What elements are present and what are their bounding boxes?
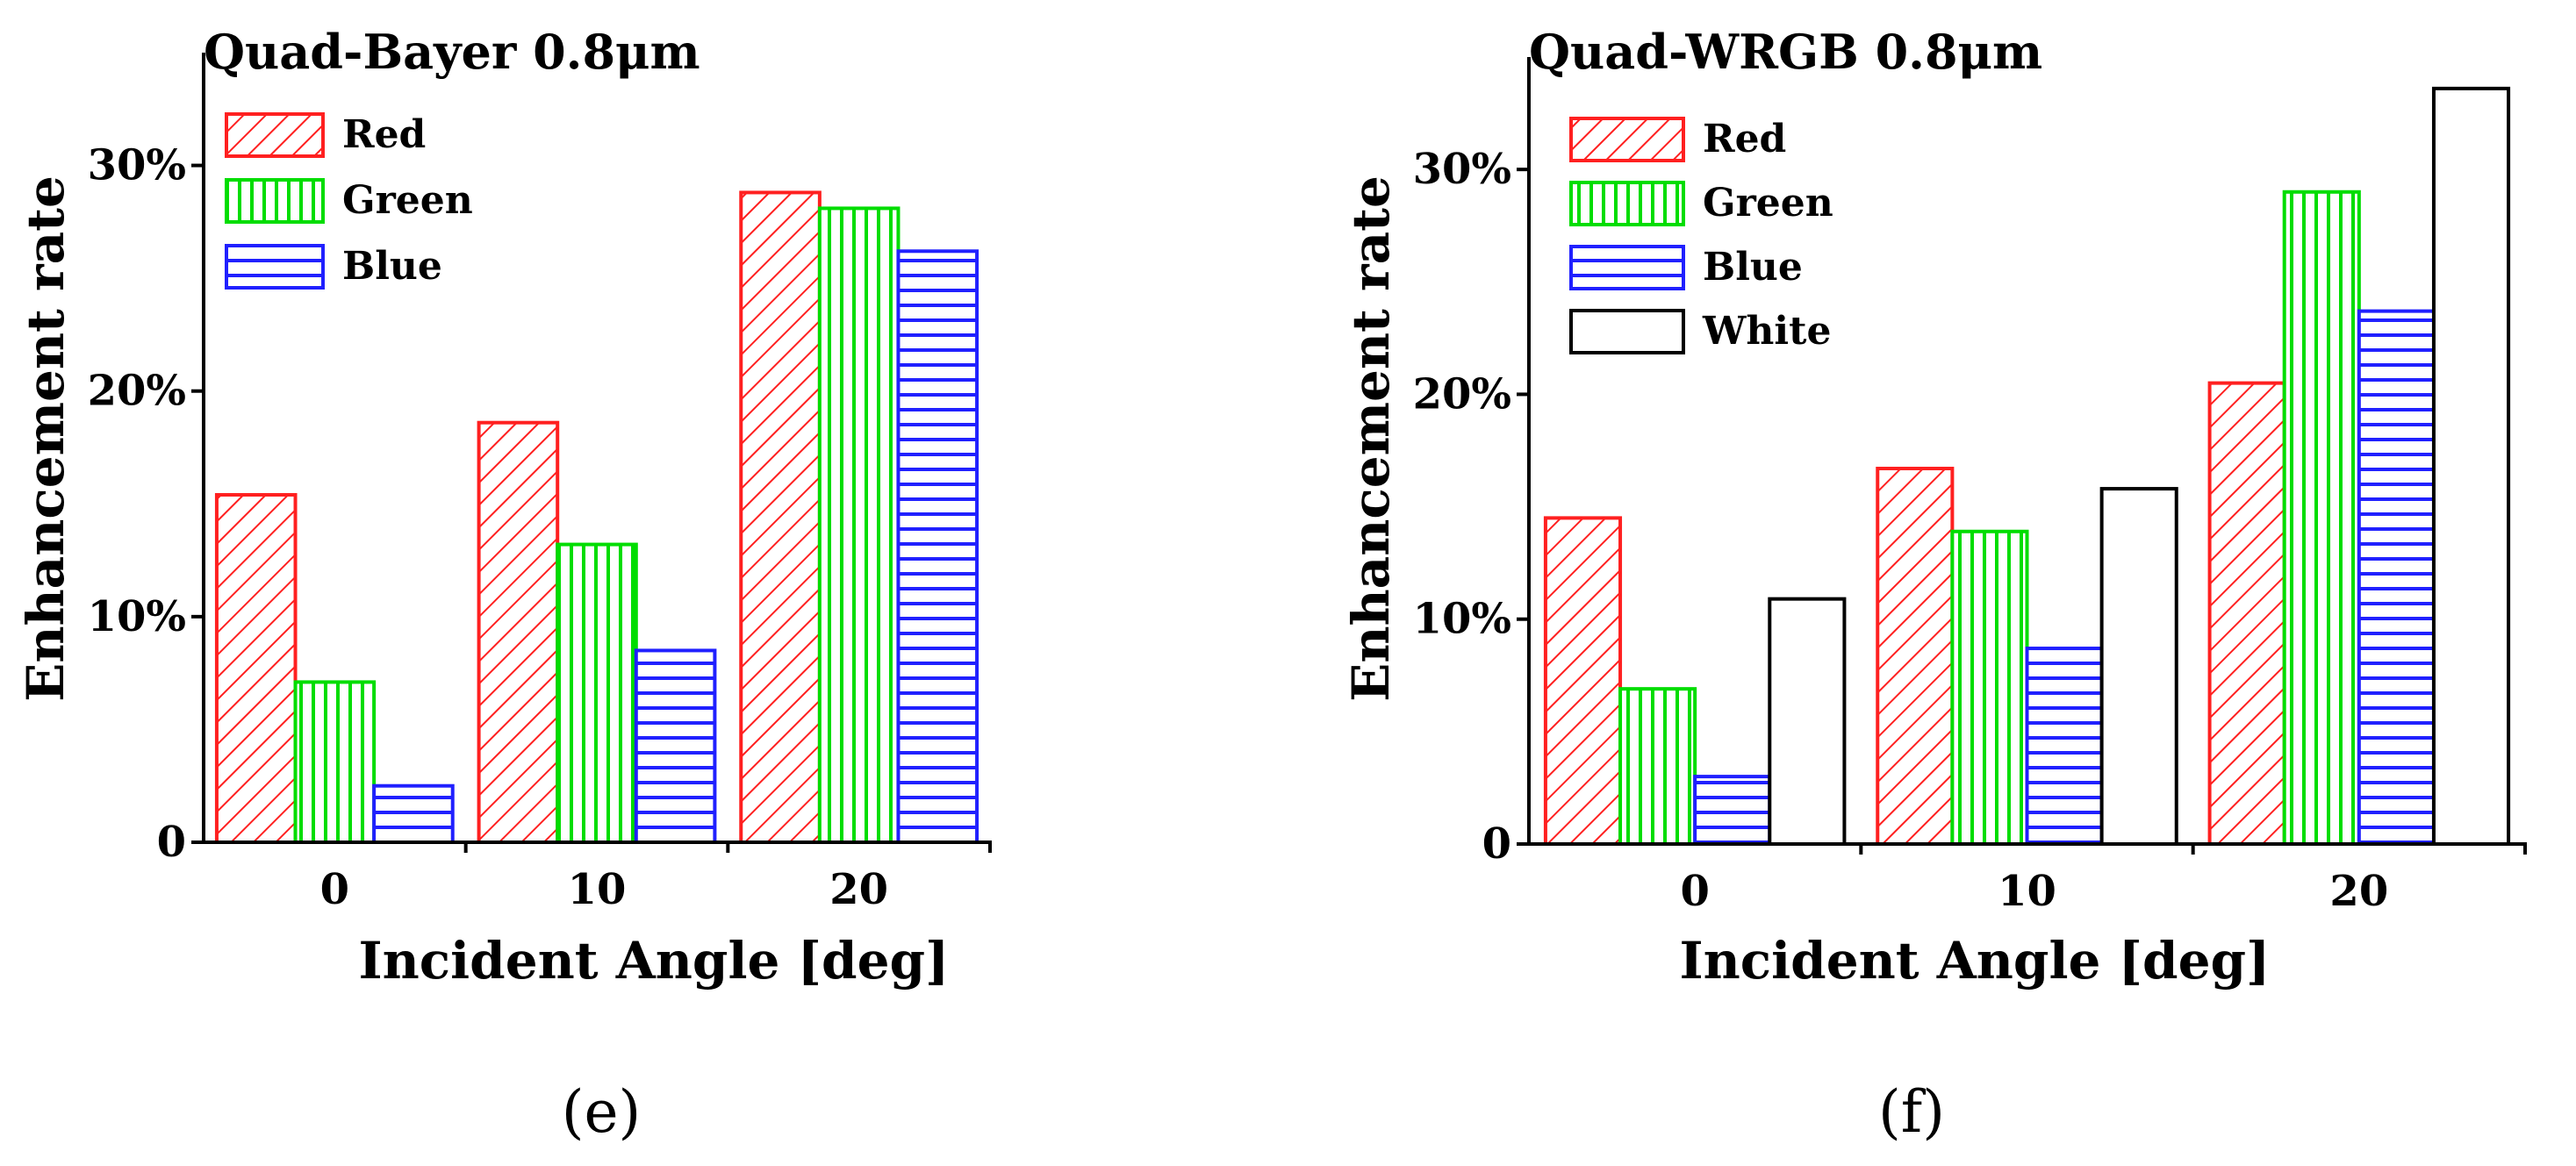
y-tick-label: 20% [88,367,186,416]
legend-swatch-green [1569,181,1685,226]
axes: 0 10% 20% 30% 0 10 20 [1413,57,2527,916]
legend: Red Green Blue White [1569,117,1833,354]
bar-red-20 [2207,381,2286,847]
chart-panel-quad-bayer: Quad-Bayer 0.8μm Enhancement rate Incide… [16,24,992,1146]
y-tick-label: 10% [88,592,186,641]
legend-label-green: Green [342,178,473,223]
bar-green-10 [556,542,638,844]
chart-panel-quad-wrgb: Quad-WRGB 0.8μm Enhancement rate Inciden… [1341,24,2527,1146]
x-tick-label: 0 [1680,867,1709,916]
legend-swatch-blue [1569,245,1685,290]
bar-blue-10 [2025,647,2104,846]
y-tick-label: 0 [1482,819,1511,869]
legend: Red Green Blue [225,112,473,290]
legend-label-blue: Blue [1703,245,1803,290]
bar-green-0 [293,680,377,845]
bar-green-20 [2282,190,2361,846]
bar-white-10 [2099,487,2178,846]
bar-red-10 [1876,467,1955,846]
bar-green-0 [1618,687,1697,846]
bar-red-0 [1543,516,1623,847]
x-tick-label: 10 [1998,867,2056,916]
y-tick-label: 10% [1413,595,1511,644]
x-tick-label: 10 [568,865,627,914]
y-axis-label: Enhancement rate [16,175,75,702]
y-tick-label: 20% [1413,369,1511,418]
legend-swatch-white [1569,309,1685,354]
chart-title: Quad-Bayer 0.8μm [204,24,700,80]
chart-title: Quad-WRGB 0.8μm [1529,24,2042,80]
bar-blue-20 [896,249,979,844]
bar-group [1543,86,2511,847]
legend-swatch-red [225,112,325,158]
legend-label-red: Red [342,112,426,157]
x-axis-label: Incident Angle [deg] [1679,931,2270,991]
legend-label-red: Red [1703,117,1786,161]
bar-red-0 [214,493,298,844]
legend-swatch-red [1569,117,1685,162]
bar-blue-10 [634,648,717,845]
legend-label-green: Green [1703,181,1833,225]
legend-label-white: White [1702,309,1831,354]
y-axis-label: Enhancement rate [1341,175,1401,702]
legend-swatch-green [225,178,325,224]
y-tick-label: 0 [157,818,186,867]
bar-white-20 [2431,86,2511,846]
y-tick-label: 30% [1413,145,1511,194]
y-tick-label: 30% [88,141,186,190]
panel-label: (e) [562,1078,642,1146]
legend-swatch-blue [225,244,325,290]
legend-label-blue: Blue [342,244,442,289]
bar-blue-0 [1693,775,1772,846]
bar-green-10 [1950,529,2029,847]
panel-label: (f) [1878,1078,1945,1146]
bar-blue-0 [372,783,455,845]
bar-group [214,190,979,845]
bar-blue-20 [2357,309,2436,846]
x-axis-label: Incident Angle [deg] [358,931,949,991]
axes: 0 10% 20% 30% 0 10 20 [88,53,992,914]
bar-red-20 [739,190,822,844]
bar-red-10 [477,420,560,844]
x-tick-label: 0 [320,865,349,914]
x-tick-label: 20 [2329,867,2388,916]
bar-green-20 [817,206,901,844]
x-tick-label: 20 [829,865,888,914]
bar-white-0 [1768,597,1847,846]
